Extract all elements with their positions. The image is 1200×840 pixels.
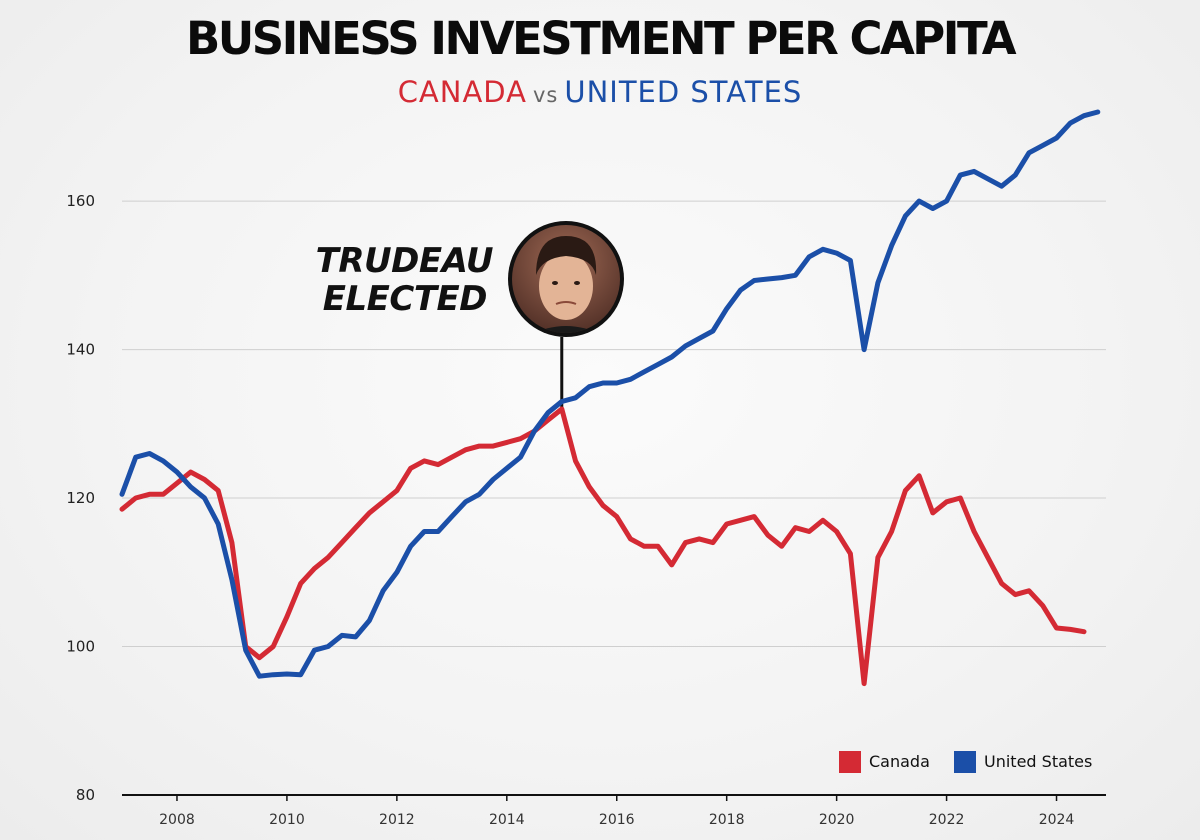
legend-label-canada: Canada <box>869 752 930 771</box>
series-lines <box>119 109 1101 687</box>
x-tick-label-2022: 2022 <box>929 812 965 828</box>
y-tick-label-80: 80 <box>76 786 95 804</box>
x-tick-label-2008: 2008 <box>159 812 195 828</box>
x-tick-label-2018: 2018 <box>709 812 745 828</box>
axes: 80 100 120 140 160 2008 2010 2012 2014 2016 2018 20… <box>66 192 1106 828</box>
annotation-line1: TRUDEAU <box>316 241 493 281</box>
y-tick-label-140: 140 <box>66 341 95 359</box>
portrait-image <box>508 221 624 337</box>
legend: Canada United States <box>839 751 1092 773</box>
x-tick-label-2020: 2020 <box>819 812 855 828</box>
annotation-line2: ELECTED <box>323 279 487 319</box>
legend-swatch-canada <box>839 751 861 773</box>
x-tick-label-2014: 2014 <box>489 812 525 828</box>
grid-lines <box>122 200 1106 648</box>
subtitle-canada: CANADA <box>397 75 527 109</box>
legend-label-united-states: United States <box>984 752 1092 771</box>
chart-subtitle: CANADA vs UNITED STATES <box>0 75 1200 109</box>
x-tick-label-2010: 2010 <box>269 812 305 828</box>
x-tick-label-2012: 2012 <box>379 812 415 828</box>
series-line-united-states <box>119 109 1101 679</box>
legend-swatch-united-states <box>954 751 976 773</box>
x-tick-label-2016: 2016 <box>599 812 635 828</box>
series-line-canada <box>119 406 1087 687</box>
y-tick-label-120: 120 <box>66 489 95 507</box>
chart-title: BUSINESS INVESTMENT PER CAPITA <box>185 12 1017 65</box>
annotation: TRUDEAU ELECTED <box>316 221 624 409</box>
y-tick-label-100: 100 <box>66 638 95 656</box>
subtitle-vs: vs <box>532 83 559 107</box>
subtitle-united-states: UNITED STATES <box>564 75 803 109</box>
y-tick-label-160: 160 <box>66 192 95 210</box>
x-tick-label-2024: 2024 <box>1039 812 1075 828</box>
